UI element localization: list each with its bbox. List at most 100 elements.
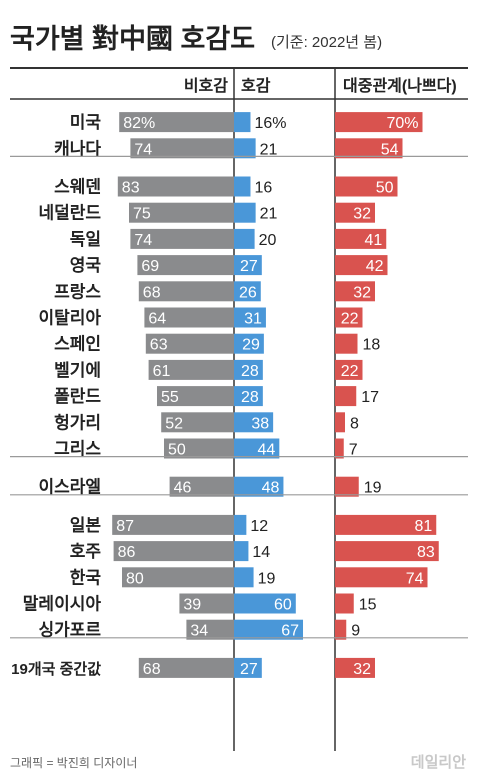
favorable-value-label: 28 [241, 389, 259, 406]
header-favorable: 호감 [241, 76, 271, 95]
unfavorable-value-label: 86 [118, 544, 136, 561]
favorable-bar [234, 228, 255, 249]
unfavorable-bar [130, 228, 234, 249]
relations-bad-bar [335, 386, 357, 407]
unfavorable-value-label: 55 [161, 389, 179, 406]
relations-bad-value-label: 17 [361, 389, 379, 406]
relations-bad-value-label: 32 [353, 284, 371, 301]
relations-bad-bar [335, 541, 439, 562]
favorable-value-label: 16% [254, 115, 286, 132]
relations-bad-value-label: 19 [364, 480, 382, 497]
country-label: 싱가포르 [38, 621, 101, 640]
country-label: 이스라엘 [38, 478, 101, 497]
relations-bad-bar [335, 476, 359, 497]
country-label: 프랑스 [54, 282, 101, 301]
relations-bad-value-label: 50 [376, 180, 394, 197]
relations-bad-bar [335, 412, 345, 433]
watermark-text: 데일리안 [411, 753, 466, 771]
relations-bad-value-label: 70% [386, 115, 418, 132]
favorable-bar [234, 438, 280, 459]
relations-bad-value-label: 32 [353, 206, 371, 223]
header-relations-bad: 대중관계(나쁘다) [343, 76, 457, 95]
unfavorable-value-label: 80 [126, 570, 144, 587]
relations-bad-value-label: 54 [381, 141, 399, 158]
favorable-bar [234, 567, 254, 588]
relations-bad-bar [335, 176, 398, 197]
favorable-bar [234, 476, 284, 497]
unfavorable-bar [138, 657, 234, 678]
unfavorable-value-label: 83 [122, 180, 140, 197]
unfavorable-bar [137, 255, 234, 276]
unfavorable-bar [113, 541, 234, 562]
favorable-bar [234, 657, 262, 678]
credit-text: 그래픽 = 박진희 디자이너 [10, 756, 137, 770]
relations-bad-bar [335, 333, 358, 354]
country-label: 독일 [70, 230, 101, 249]
unfavorable-value-label: 82% [123, 115, 155, 132]
favorable-bar [234, 138, 256, 159]
unfavorable-value-label: 64 [148, 311, 166, 328]
unfavorable-value-label: 52 [165, 415, 183, 432]
unfavorable-value-label: 69 [141, 258, 159, 275]
relations-bad-value-label: 8 [350, 415, 359, 432]
country-label: 미국 [70, 113, 102, 132]
relations-bad-bar [335, 567, 428, 588]
relations-bad-value-label: 7 [349, 442, 358, 459]
unfavorable-bar [164, 438, 234, 459]
country-label: 일본 [70, 516, 102, 535]
country-label: 벨기에 [54, 361, 101, 380]
favorable-value-label: 31 [244, 311, 262, 328]
unfavorable-value-label: 87 [116, 518, 134, 535]
favorable-bar [234, 541, 249, 562]
country-label: 말레이시아 [23, 594, 102, 614]
favorable-bar [234, 619, 304, 640]
favorable-value-label: 48 [262, 480, 280, 497]
favorable-value-label: 27 [240, 661, 258, 678]
header-unfavorable: 비호감 [184, 76, 228, 95]
relations-bad-bar [335, 593, 354, 614]
relations-bad-bar [335, 255, 388, 276]
favorable-value-label: 12 [250, 518, 268, 535]
favorable-value-label: 38 [251, 415, 269, 432]
chart-title: 국가별 對中國 호감도 [10, 24, 255, 54]
relations-bad-bar [335, 112, 423, 133]
favorable-value-label: 28 [241, 363, 259, 380]
relations-bad-bar [335, 307, 363, 328]
relations-bad-value-label: 15 [359, 597, 377, 614]
unfavorable-bar [161, 412, 234, 433]
country-label: 스페인 [54, 335, 101, 354]
favorable-bar [234, 412, 274, 433]
favorable-bar [234, 514, 247, 535]
relations-bad-value-label: 74 [406, 570, 424, 587]
unfavorable-value-label: 63 [150, 337, 168, 354]
country-label: 헝가리 [54, 412, 101, 432]
rows-layer: 미국 82% 16% 70% 캐나다 74 21 54 스웨덴 83 16 50 네덜란드 75 21 32 독… [10, 112, 468, 678]
favorable-value-label: 20 [259, 232, 277, 249]
relations-bad-bar [335, 438, 344, 459]
unfavorable-value-label: 68 [143, 661, 161, 678]
country-label: 스웨덴 [54, 178, 101, 197]
unfavorable-bar [122, 567, 234, 588]
relations-bad-bar [335, 138, 403, 159]
unfavorable-bar [148, 359, 234, 380]
relations-bad-value-label: 83 [417, 544, 435, 561]
unfavorable-bar [119, 112, 234, 133]
relations-bad-value-label: 42 [366, 258, 384, 275]
relations-bad-value-label: 9 [351, 623, 360, 640]
relations-bad-value-label: 22 [341, 311, 359, 328]
country-label: 이탈리아 [38, 308, 101, 328]
country-label: 그리스 [54, 440, 101, 459]
country-label: 한국 [70, 568, 102, 587]
unfavorable-bar [112, 514, 234, 535]
relations-bad-value-label: 81 [414, 518, 432, 535]
unfavorable-value-label: 46 [174, 480, 192, 497]
favorable-value-label: 26 [239, 284, 257, 301]
unfavorable-value-label: 68 [143, 284, 161, 301]
chart-subtitle: (기준: 2022년 봄) [271, 34, 382, 51]
country-label: 폴란드 [54, 387, 101, 406]
country-label: 캐나다 [54, 139, 101, 158]
favorable-value-label: 21 [260, 141, 278, 158]
unfavorable-value-label: 74 [134, 232, 152, 249]
